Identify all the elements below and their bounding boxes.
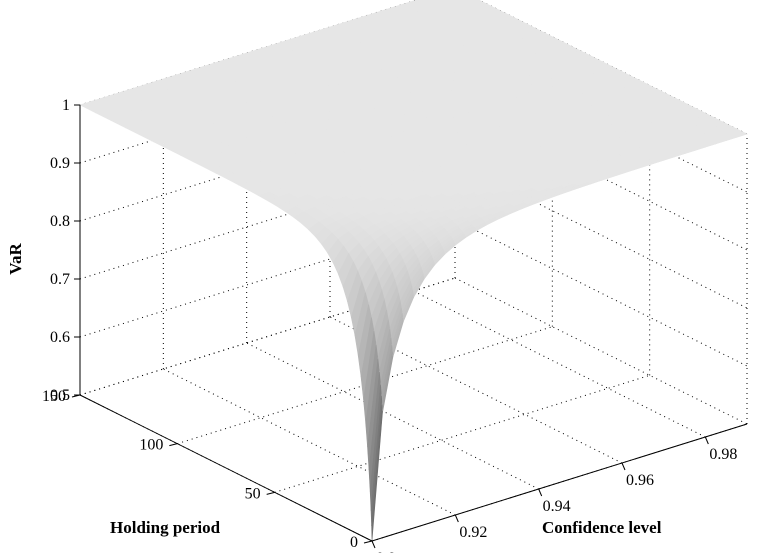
surface-patch <box>371 410 383 542</box>
y-tick-mark <box>71 394 81 398</box>
x-tick-mark <box>371 540 376 549</box>
y-tick-label: 100 <box>139 437 163 454</box>
grid-line <box>454 277 748 425</box>
y-axis-line <box>79 394 373 542</box>
x-tick-label: 0.98 <box>709 446 737 463</box>
x-tick-label: 0.96 <box>626 472 654 489</box>
z-tick-label: 1 <box>62 97 70 114</box>
grid-line <box>454 219 748 367</box>
grid-line <box>163 368 456 516</box>
grid-line <box>413 290 706 438</box>
y-tick-label: 0 <box>350 534 358 551</box>
grid-line <box>79 161 456 280</box>
y-tick-label: 150 <box>42 388 66 405</box>
grid-line <box>79 277 456 396</box>
x-tick-label: 0.92 <box>459 524 487 541</box>
z-tick-label: 0.8 <box>50 213 70 230</box>
z-axis-label: VaR <box>6 243 25 275</box>
z-tick-label: 0.9 <box>50 155 70 172</box>
axis-layer <box>71 104 748 549</box>
x-tick-mark <box>704 436 709 445</box>
x-tick-mark <box>621 462 626 471</box>
x-tick-mark <box>538 488 543 497</box>
y-tick-mark <box>169 443 178 447</box>
z-tick-label: 0.6 <box>50 329 70 346</box>
x-tick-label: 0.9 <box>376 550 396 553</box>
y-axis-label: Holding period <box>110 518 221 537</box>
x-tick-label: 0.94 <box>543 498 571 515</box>
grid-line <box>79 103 456 222</box>
y-tick-label: 50 <box>245 485 261 502</box>
z-tick-label: 0.7 <box>50 271 70 288</box>
grid-line <box>177 326 553 445</box>
grid-line <box>274 374 650 493</box>
grid-line <box>79 219 456 338</box>
x-tick-mark <box>454 514 459 523</box>
grid-line <box>79 45 456 164</box>
tick-layer: 0.5 0.6 0.7 0.8 0.9 1 0 50 100 150 0.9 0.92 0.94 0.96… <box>42 97 737 553</box>
x-axis-label: Confidence level <box>542 518 662 537</box>
grid-line <box>246 342 539 490</box>
surface-layer <box>79 0 748 542</box>
y-tick-mark <box>363 540 373 544</box>
z-tick-label: 0.5 <box>50 387 70 404</box>
x-axis-line <box>371 423 748 542</box>
y-tick-mark <box>266 491 275 495</box>
